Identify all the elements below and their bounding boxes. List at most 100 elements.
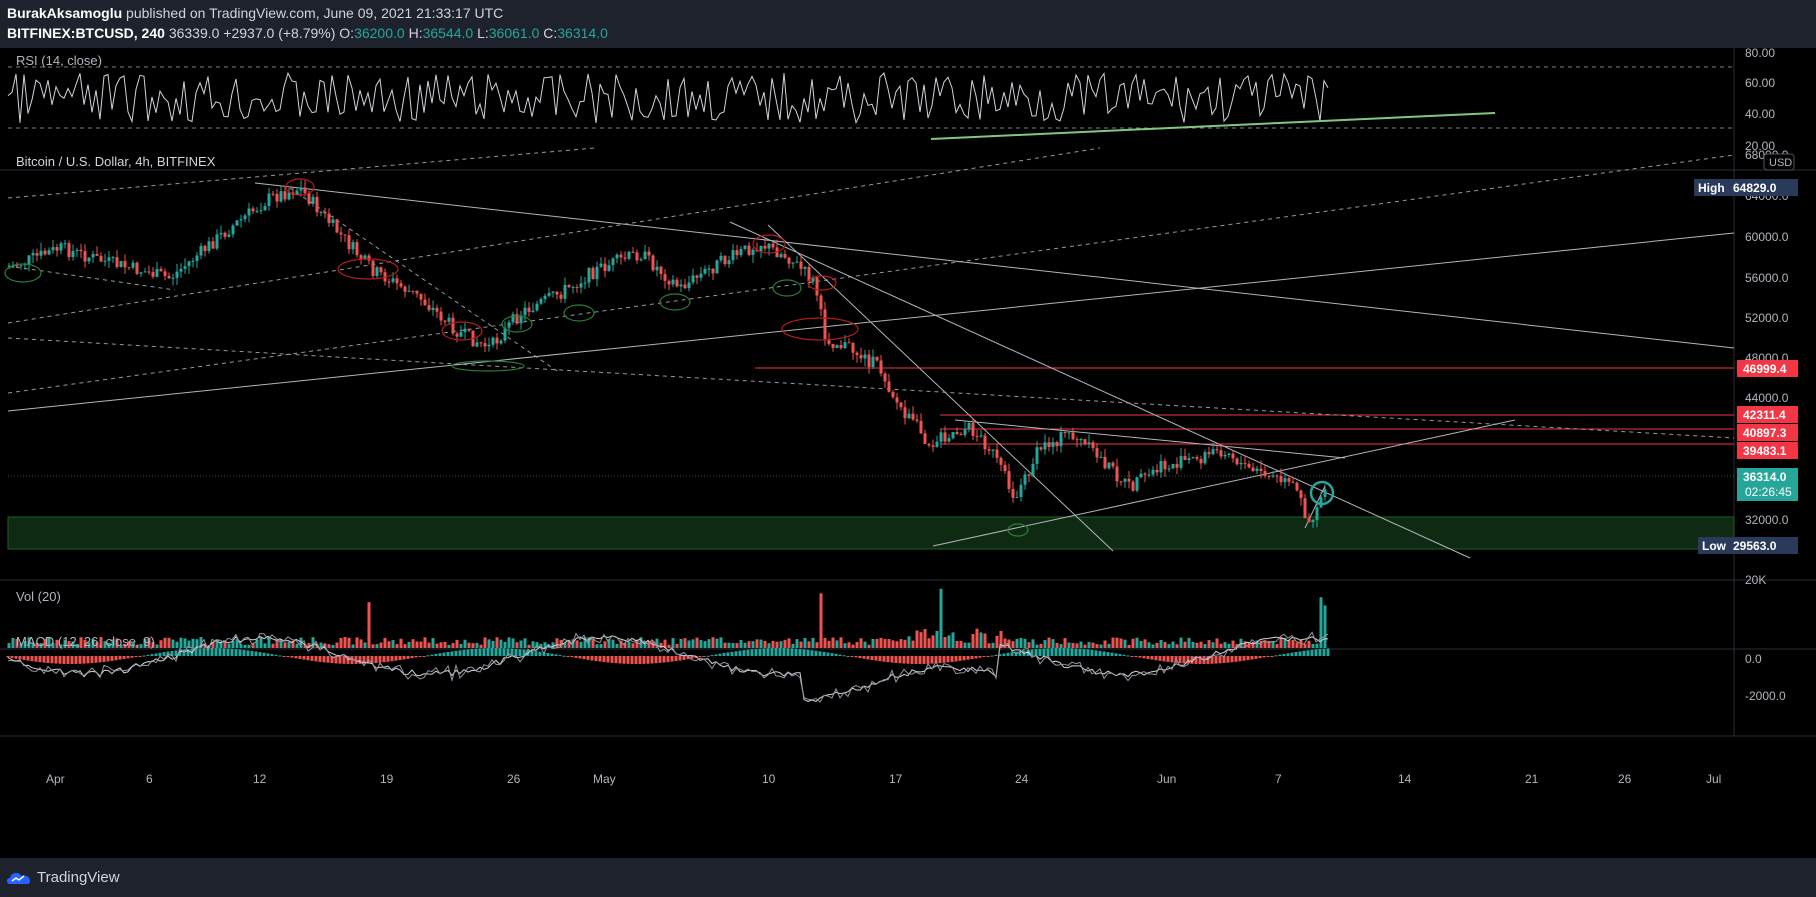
macd-hist-bar	[866, 656, 870, 660]
volume-bar	[607, 639, 611, 648]
macd-hist-bar	[1306, 650, 1310, 656]
macd-hist-bar	[594, 656, 598, 662]
trendline[interactable]	[254, 182, 1735, 349]
macd-hist-bar	[558, 655, 562, 657]
green-highlight[interactable]	[451, 360, 525, 372]
macd-hist-bar	[818, 651, 822, 656]
volume-bar	[1239, 638, 1243, 648]
candle-body	[79, 249, 83, 252]
macd-hist-bar	[914, 656, 918, 664]
volume-bar	[615, 644, 619, 648]
macd-hist-bar	[86, 656, 90, 664]
candle-body	[211, 241, 215, 249]
volume-bar	[1235, 644, 1239, 648]
channel-line[interactable]	[7, 147, 1101, 324]
green-highlight[interactable]	[563, 304, 595, 322]
volume-bar	[383, 637, 387, 648]
candle-body	[507, 322, 511, 328]
candle-body	[67, 243, 71, 258]
candle-body	[747, 245, 751, 255]
candle-body	[71, 251, 75, 258]
volume-bar	[411, 639, 415, 648]
volume-bar	[235, 639, 239, 648]
macd-hist-bar	[530, 650, 534, 656]
macd-hist-bar	[46, 656, 50, 664]
support-zone[interactable]	[7, 516, 1735, 550]
macd-hist-bar	[662, 656, 666, 663]
currency-badge[interactable]	[1763, 153, 1795, 171]
volume-tick: 20K	[1745, 573, 1766, 587]
volume-bar	[663, 639, 667, 648]
volume-bar	[1111, 637, 1115, 648]
macd-hist-bar	[622, 656, 626, 664]
channel-line[interactable]	[7, 154, 1735, 394]
volume-bar	[1175, 644, 1179, 648]
green-highlight[interactable]	[501, 315, 533, 333]
chart-canvas[interactable]: RSI (14, close) 80.00 60.00 40.00 20.00 …	[0, 48, 1816, 858]
tradingview-logo[interactable]: TradingView	[6, 869, 120, 886]
author-name[interactable]: BurakAksamoglu	[7, 5, 123, 21]
red-highlight[interactable]	[781, 317, 859, 341]
macd-pane: MACD (12, 26, close, 9) 0.0 -2000.0	[6, 631, 1786, 703]
candle-body	[807, 266, 811, 282]
candle-body	[219, 232, 223, 235]
green-highlight[interactable]	[4, 263, 42, 283]
green-highlight[interactable]	[659, 293, 691, 311]
red-highlight[interactable]	[752, 234, 786, 254]
volume-bar	[1135, 637, 1139, 648]
teal-circle-marker[interactable]	[1309, 480, 1335, 506]
candle-body	[363, 255, 367, 260]
macd-hist-bar	[754, 648, 758, 656]
volume-bar	[1115, 637, 1119, 648]
macd-hist-bar	[1254, 656, 1258, 659]
macd-hist-bar	[110, 656, 114, 661]
level-badge	[1737, 442, 1798, 459]
channel-line[interactable]	[7, 337, 1735, 439]
green-highlight[interactable]	[772, 279, 802, 297]
macd-hist-bar	[614, 656, 618, 664]
volume-bar	[1083, 644, 1087, 648]
volume-bar	[1075, 643, 1079, 648]
macd-hist-bar	[1006, 652, 1010, 656]
macd-tick: -2000.0	[1745, 689, 1786, 703]
trendline[interactable]	[932, 419, 1516, 547]
volume-bar	[1099, 644, 1103, 648]
red-highlight[interactable]	[441, 321, 483, 341]
candle-body	[39, 250, 43, 256]
macd-hist-bar	[50, 656, 54, 664]
macd-hist-bar	[922, 656, 926, 664]
macd-hist-bar	[278, 655, 282, 657]
volume-bar	[539, 643, 543, 648]
volume-bar	[287, 641, 291, 648]
channel-line[interactable]	[289, 187, 561, 374]
macd-hist-bar	[710, 655, 714, 657]
channel-line[interactable]	[7, 147, 596, 199]
macd-hist-bar	[974, 656, 978, 659]
candle-body	[1195, 457, 1199, 459]
red-highlight[interactable]	[337, 258, 399, 280]
candle-body	[355, 242, 359, 256]
candle-body	[1151, 469, 1155, 475]
rsi-trendline[interactable]	[930, 112, 1496, 140]
volume-bar	[451, 643, 455, 648]
macd-hist-bar	[258, 652, 262, 656]
volume-bar	[447, 644, 451, 648]
red-highlight[interactable]	[285, 178, 315, 196]
channel-line[interactable]	[7, 265, 176, 291]
candle-body	[1303, 498, 1307, 519]
green-highlight[interactable]	[1007, 523, 1029, 537]
symbol-label[interactable]: BITFINEX:BTCUSD, 240	[7, 25, 165, 41]
candle-body	[339, 232, 343, 235]
trendline[interactable]	[767, 224, 1114, 552]
level-value: 46999.4	[1743, 362, 1787, 376]
candle-body	[1307, 518, 1311, 523]
candle-body	[711, 268, 715, 274]
macd-hist-bar	[390, 656, 394, 662]
volume-bar	[55, 639, 59, 648]
trendline[interactable]	[729, 221, 1471, 559]
red-highlight[interactable]	[807, 275, 837, 291]
macd-hist-bar	[518, 649, 522, 656]
trendline[interactable]	[954, 419, 1346, 459]
macd-hist-bar	[850, 656, 854, 657]
macd-hist-bar	[838, 654, 842, 656]
